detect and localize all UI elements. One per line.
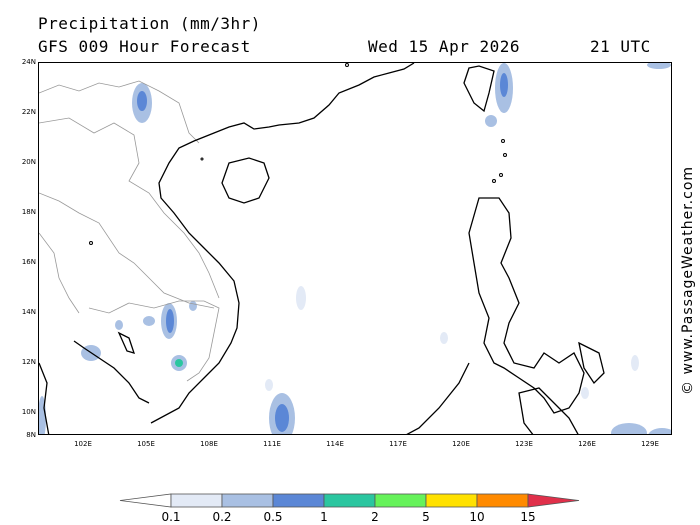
precip-area: [648, 428, 671, 434]
precip-area: [137, 91, 147, 111]
precip-area: [189, 301, 197, 311]
island-mark: [345, 63, 349, 67]
lon-label: 120E: [452, 440, 470, 448]
myanmar-border: [39, 232, 80, 314]
mindanao-island: [518, 387, 579, 434]
island-mark: [492, 179, 496, 183]
hainan-island: [221, 157, 270, 204]
legend-swatch: [170, 493, 223, 508]
legend-swatch: [221, 493, 274, 508]
luzon-visayas: [468, 197, 585, 414]
island-mark: [501, 139, 505, 143]
lon-label: 126E: [578, 440, 596, 448]
island-mark: [200, 157, 204, 161]
lat-label: 16N: [21, 258, 36, 266]
precipitation-layer: [39, 63, 671, 434]
lat-label: 20N: [21, 158, 36, 166]
coastlines: [39, 63, 605, 434]
legend-label: 2: [371, 510, 379, 524]
lat-label: 22N: [21, 108, 36, 116]
legend-label: 10: [469, 510, 485, 524]
precip-area: [115, 320, 123, 330]
map-canvas: [39, 63, 671, 434]
palawan-island: [406, 362, 470, 434]
malay-coast: [39, 362, 50, 434]
legend-label: 0.5: [263, 510, 283, 524]
forecast-date: Wed 15 Apr 2026: [368, 37, 520, 56]
lon-label: 102E: [74, 440, 92, 448]
precip-area: [275, 404, 289, 432]
lat-label: 18N: [21, 208, 36, 216]
island-mark: [89, 241, 93, 245]
precip-area: [647, 63, 671, 69]
cambodia-border: [88, 300, 220, 382]
island-mark: [503, 153, 507, 157]
legend-swatch: [272, 493, 325, 508]
legend-label: 0.2: [212, 510, 232, 524]
tonle-sap-lake: [117, 331, 136, 354]
precip-area: [143, 316, 155, 326]
legend-label: 15: [520, 510, 536, 524]
island-mark: [499, 173, 503, 177]
samar-island: [578, 341, 605, 385]
gulf-of-thailand-coast: [73, 340, 150, 404]
precip-area: [500, 73, 508, 97]
forecast-subtitle: GFS 009 Hour Forecast: [38, 37, 251, 56]
legend-label: 1: [320, 510, 328, 524]
small-islands: [89, 63, 507, 245]
lat-label: 10N: [21, 408, 36, 416]
lon-label: 111E: [263, 440, 281, 448]
precip-area: [581, 387, 589, 399]
precip-area: [440, 332, 448, 344]
legend-swatch: [425, 493, 478, 508]
legend-label: 0.1: [161, 510, 181, 524]
vietnam-china-coast: [150, 63, 415, 424]
lat-label: 8N: [26, 431, 36, 439]
map-title: Precipitation (mm/3hr): [38, 14, 261, 33]
lon-label: 108E: [200, 440, 218, 448]
lon-label: 123E: [515, 440, 533, 448]
china-border: [39, 80, 200, 144]
precip-area: [166, 309, 174, 333]
lat-label: 12N: [21, 358, 36, 366]
country-borders: [39, 80, 220, 382]
precip-area: [175, 359, 183, 367]
lon-label: 129E: [641, 440, 659, 448]
lat-label: 24N: [21, 58, 36, 66]
lon-label: 105E: [137, 440, 155, 448]
lon-label: 117E: [389, 440, 407, 448]
precip-area: [611, 423, 647, 434]
lat-label: 14N: [21, 308, 36, 316]
forecast-time: 21 UTC: [590, 37, 651, 56]
legend-swatch: [527, 493, 580, 508]
taiwan-island: [463, 65, 495, 113]
thailand-laos-border: [39, 192, 215, 309]
website-credit: © www.PassageWeather.com: [680, 165, 696, 395]
precip-area: [265, 379, 273, 391]
legend-label: 5: [422, 510, 430, 524]
precipitation-map: [38, 62, 672, 435]
precip-area: [485, 115, 497, 127]
legend-swatch: [374, 493, 427, 508]
legend-swatch: [476, 493, 529, 508]
lon-label: 114E: [326, 440, 344, 448]
legend-swatch: [323, 493, 376, 508]
legend-swatch: [119, 493, 172, 508]
laos-border: [39, 117, 220, 299]
precip-area: [631, 355, 639, 371]
precip-area: [296, 286, 306, 310]
